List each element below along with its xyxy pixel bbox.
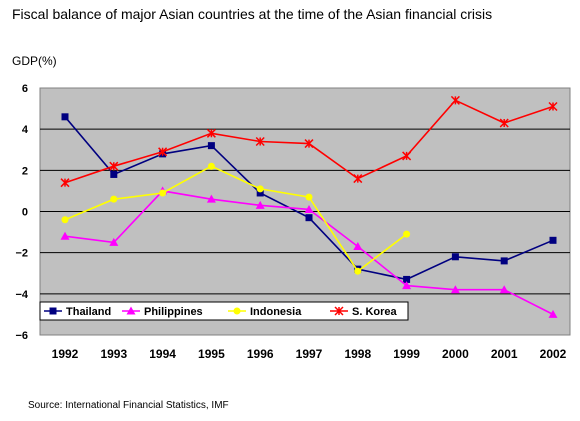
data-point bbox=[126, 306, 136, 315]
x-tick-label: 2001 bbox=[491, 347, 518, 361]
y-tick-label: −2 bbox=[15, 248, 28, 260]
legend: Thailand Philippines Indonesia S. Korea bbox=[39, 301, 409, 321]
source-note: Source: International Financial Statisti… bbox=[28, 400, 229, 411]
data-point bbox=[61, 216, 69, 224]
data-point bbox=[206, 128, 216, 138]
x-tick-label: 2002 bbox=[540, 347, 567, 361]
legend-label: Philippines bbox=[144, 306, 203, 318]
data-point bbox=[304, 139, 314, 149]
legend-item: Philippines bbox=[122, 306, 203, 318]
y-tick-label: −6 bbox=[15, 330, 28, 342]
data-point bbox=[110, 195, 118, 203]
data-point bbox=[305, 193, 313, 201]
data-point bbox=[109, 161, 119, 171]
x-tick-label: 1998 bbox=[344, 347, 371, 361]
data-point bbox=[159, 189, 167, 197]
legend-label: Thailand bbox=[66, 306, 111, 318]
data-point bbox=[61, 113, 69, 121]
data-point bbox=[256, 189, 264, 197]
data-point bbox=[207, 142, 215, 150]
x-tick-label: 1994 bbox=[149, 347, 176, 361]
data-point bbox=[255, 136, 265, 147]
data-point bbox=[353, 174, 363, 184]
chart-title: Fiscal balance of major Asian countries … bbox=[12, 6, 493, 22]
x-tick-label: 1999 bbox=[393, 347, 420, 361]
data-point bbox=[305, 214, 313, 222]
series-line bbox=[64, 165, 408, 273]
legend-box bbox=[39, 301, 409, 321]
legend-item: Thailand bbox=[44, 306, 111, 318]
data-point bbox=[233, 307, 241, 315]
data-point bbox=[60, 178, 70, 188]
y-axis-label: GDP(%) bbox=[12, 54, 57, 68]
data-point bbox=[450, 95, 460, 105]
y-tick-label: 2 bbox=[22, 165, 28, 177]
series-indonesia bbox=[61, 162, 411, 275]
data-point bbox=[206, 194, 216, 203]
data-point bbox=[256, 185, 264, 193]
legend-label: S. Korea bbox=[352, 306, 398, 318]
series-layer bbox=[60, 95, 558, 318]
y-tick-label: 0 bbox=[22, 207, 28, 219]
legend-item: S. Korea bbox=[330, 306, 398, 318]
data-point bbox=[499, 118, 509, 128]
data-point bbox=[403, 275, 411, 283]
grid-lines bbox=[40, 128, 570, 295]
y-tick-label: −4 bbox=[15, 289, 28, 301]
y-tick-label: 6 bbox=[22, 83, 28, 95]
x-tick-label: 1992 bbox=[52, 347, 79, 361]
data-point bbox=[549, 236, 557, 244]
x-tick-label: 1995 bbox=[198, 347, 225, 361]
data-point bbox=[110, 170, 118, 178]
data-point bbox=[548, 309, 558, 318]
data-point bbox=[499, 285, 509, 294]
data-point bbox=[548, 101, 558, 112]
y-tick-label: 4 bbox=[22, 124, 29, 136]
data-point bbox=[334, 306, 344, 316]
series-s-korea bbox=[60, 95, 558, 188]
data-point bbox=[402, 281, 412, 290]
data-point bbox=[49, 307, 57, 315]
x-tick-label: 2000 bbox=[442, 347, 469, 361]
data-point bbox=[109, 237, 119, 246]
data-point bbox=[255, 200, 265, 209]
x-tick-label: 1993 bbox=[100, 347, 127, 361]
data-point bbox=[500, 257, 508, 265]
data-point bbox=[304, 204, 314, 213]
data-point bbox=[60, 231, 70, 240]
data-point bbox=[158, 147, 168, 157]
series-philippines bbox=[60, 186, 558, 318]
data-point bbox=[451, 253, 459, 261]
x-tick-labels: 1992 1993 1994 1995 1996 1997 1998 1999 2000 2001… bbox=[52, 347, 567, 361]
data-point bbox=[354, 267, 362, 275]
x-tick-label: 1996 bbox=[247, 347, 274, 361]
x-tick-label: 1997 bbox=[296, 347, 323, 361]
data-point bbox=[450, 285, 460, 294]
data-point bbox=[207, 162, 215, 170]
data-point bbox=[353, 241, 363, 250]
legend-label: Indonesia bbox=[250, 306, 302, 318]
legend-item: Indonesia bbox=[228, 306, 302, 318]
y-tick-labels: 6 4 2 0 −2 −4 −6 bbox=[15, 83, 28, 342]
data-point bbox=[403, 230, 411, 238]
data-point bbox=[402, 151, 412, 161]
